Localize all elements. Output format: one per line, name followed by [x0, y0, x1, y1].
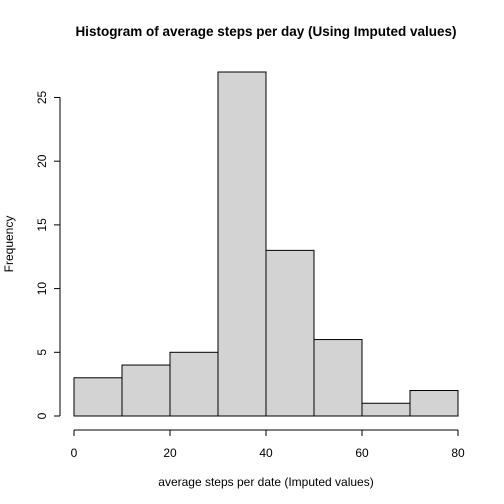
histogram-bar-4 — [266, 250, 314, 416]
y-axis-label: Frequency — [2, 216, 16, 273]
x-tick-label-60: 60 — [355, 446, 369, 460]
histogram-bars — [74, 72, 458, 416]
x-tick-label-40: 40 — [259, 446, 273, 460]
histogram-bar-6 — [362, 403, 410, 416]
histogram-bar-1 — [122, 365, 170, 416]
histogram-bar-0 — [74, 378, 122, 416]
y-tick-label-15: 15 — [35, 218, 49, 232]
histogram-bar-5 — [314, 340, 362, 416]
x-tick-label-80: 80 — [451, 446, 465, 460]
x-tick-label-0: 0 — [71, 446, 78, 460]
x-axis: 0 20 40 60 80 — [71, 430, 465, 460]
y-tick-label-25: 25 — [35, 90, 49, 104]
y-tick-label-10: 10 — [35, 282, 49, 296]
y-axis: 0 5 10 15 20 25 — [35, 90, 60, 419]
y-tick-label-20: 20 — [35, 154, 49, 168]
histogram-bar-2 — [170, 352, 218, 416]
y-tick-label-0: 0 — [35, 412, 49, 419]
histogram-bar-3 — [218, 72, 266, 416]
x-tick-label-20: 20 — [163, 446, 177, 460]
y-tick-label-5: 5 — [35, 349, 49, 356]
histogram-bar-7 — [410, 391, 458, 416]
x-axis-label: average steps per date (Imputed values) — [158, 475, 373, 489]
chart-title: Histogram of average steps per day (Usin… — [75, 24, 456, 39]
